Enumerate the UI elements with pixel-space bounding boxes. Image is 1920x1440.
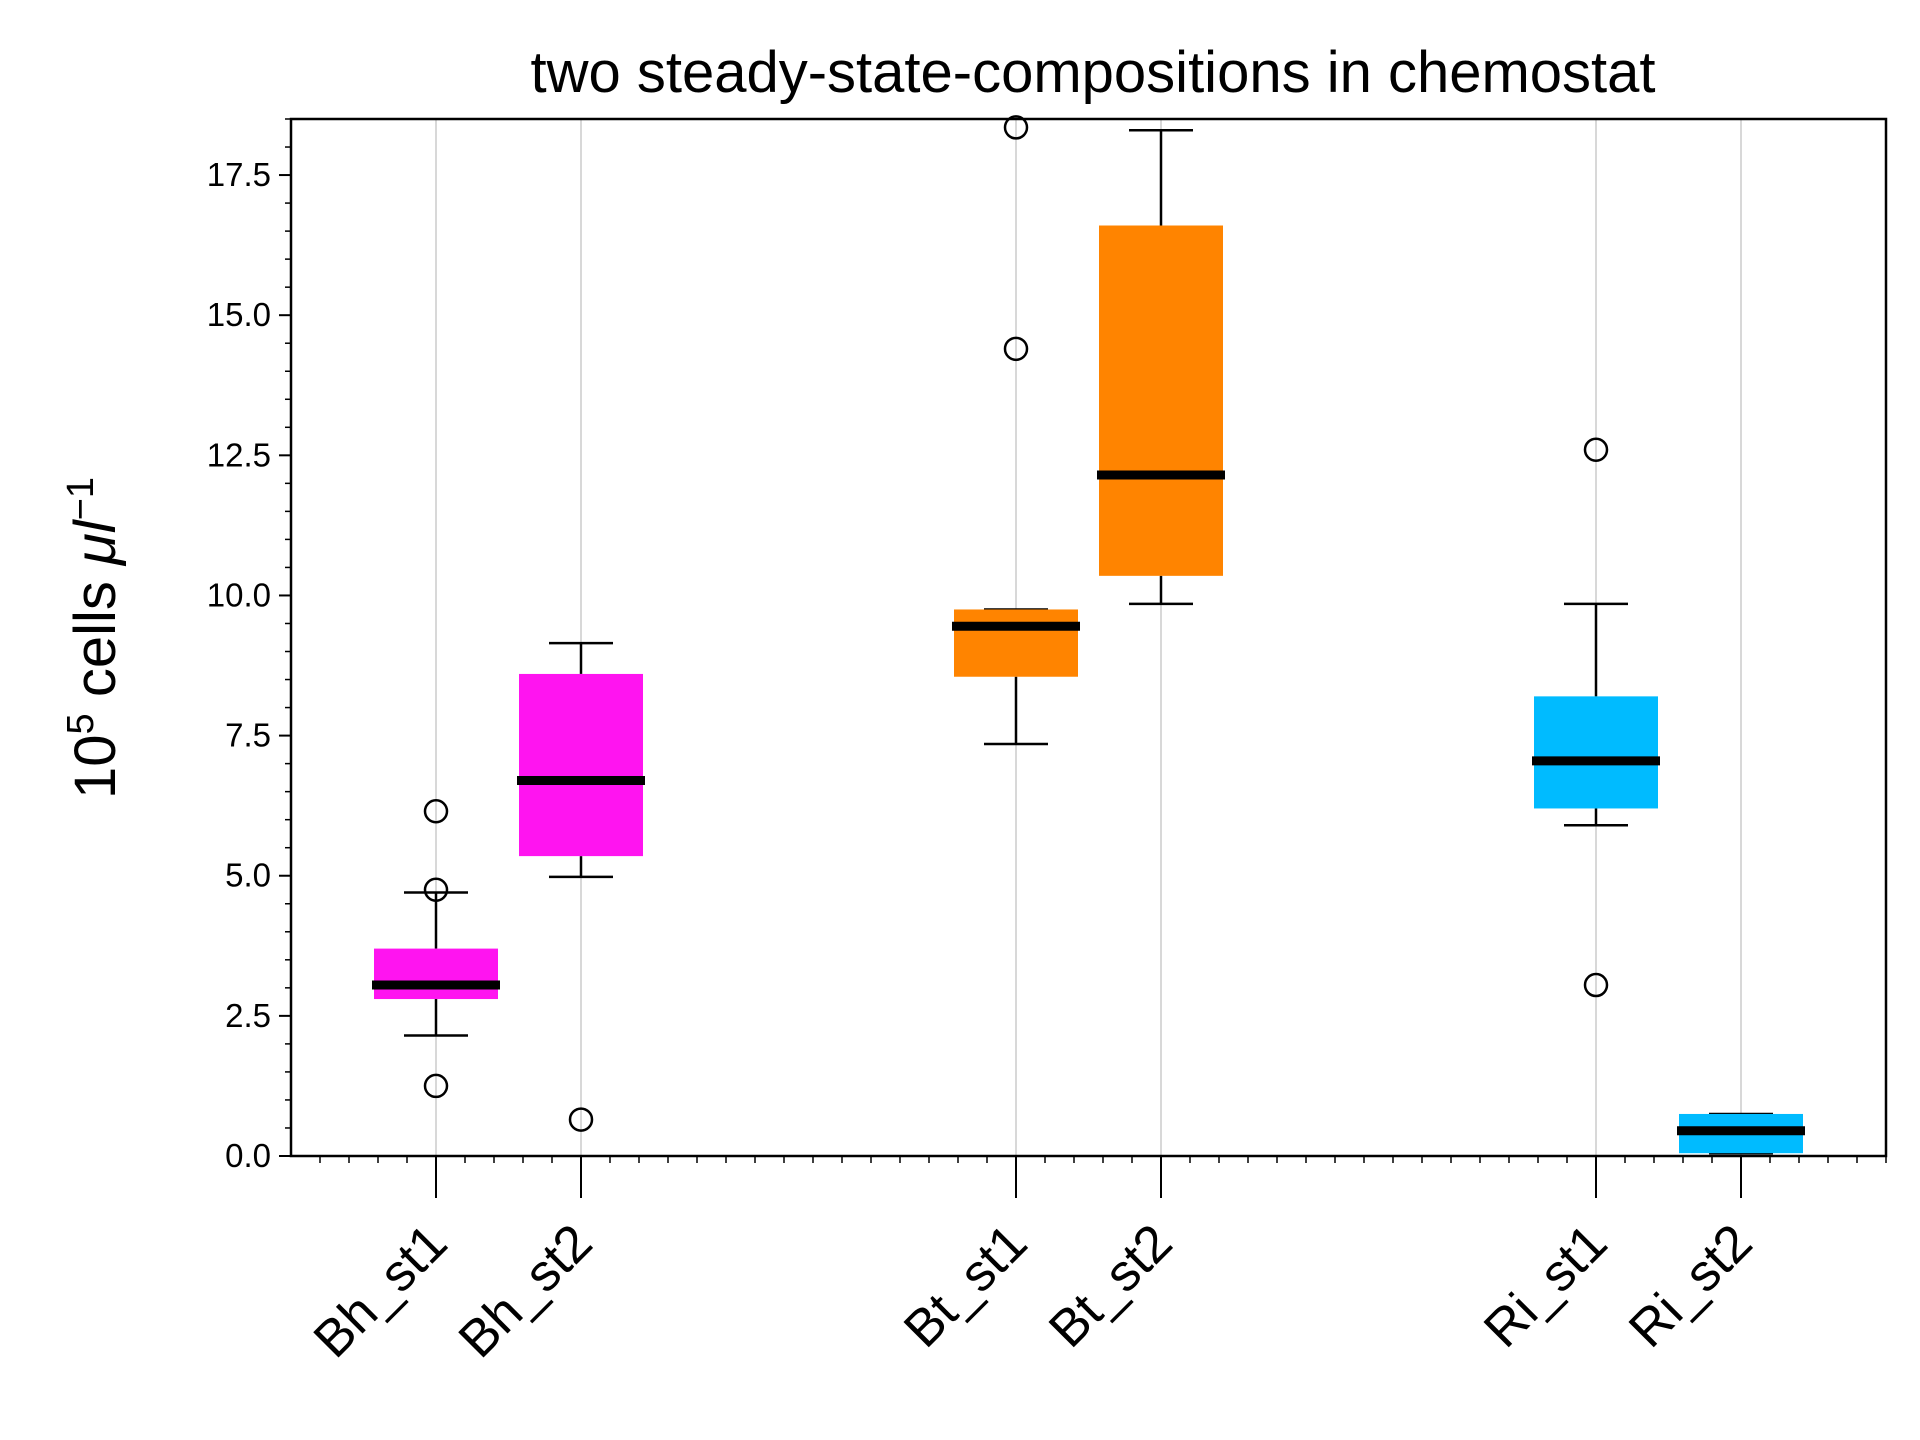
x-tick-label-Bt_st1: Bt_st1 (893, 1213, 1038, 1358)
outlier-point (568, 1107, 594, 1132)
y-tick-label: 17.5 (207, 156, 271, 193)
grid-layer (435, 119, 1742, 1156)
y-tick-label: 2.5 (225, 997, 271, 1034)
y-tick-label: 5.0 (225, 857, 271, 894)
x-tick-label-Ri_st2: Ri_st2 (1618, 1213, 1763, 1358)
box-body (519, 673, 643, 857)
box-Bh_st2 (517, 641, 645, 1132)
chart-title: two steady-state-compositions in chemost… (530, 40, 1655, 105)
box-Bh_st1 (372, 799, 500, 1099)
y-tick-label: 15.0 (207, 296, 271, 333)
x-tick-label-Bh_st1: Bh_st1 (303, 1213, 458, 1368)
box-body (1099, 225, 1223, 576)
y-tick-label: 10.0 (207, 576, 271, 613)
outlier-point (1003, 336, 1029, 362)
y-tick-label: 12.5 (207, 436, 271, 473)
outlier-point (1583, 972, 1609, 998)
y-tick-label: 0.0 (225, 1137, 271, 1174)
outlier-point (1583, 437, 1609, 462)
outlier-point (423, 799, 449, 824)
box-Bt_st1 (952, 115, 1080, 746)
box-body (954, 609, 1078, 677)
plot-frame (289, 117, 1888, 1158)
box-Ri_st2 (1677, 1112, 1805, 1155)
box-Bt_st2 (1097, 128, 1225, 606)
x-tick-label-Bh_st2: Bh_st2 (448, 1213, 603, 1368)
outlier-point (1003, 115, 1029, 140)
box-Ri_st1 (1532, 437, 1660, 998)
x-tick-label-Bt_st2: Bt_st2 (1038, 1213, 1183, 1358)
box-body (374, 948, 498, 1000)
box-layer (372, 115, 1805, 1155)
y-tick-label: 7.5 (225, 717, 271, 754)
outlier-point (423, 1073, 449, 1099)
box-body (1534, 696, 1658, 809)
x-tick-label-Ri_st1: Ri_st1 (1473, 1213, 1618, 1358)
outlier-point (423, 877, 449, 902)
y-axis-label: 105 cells μl−1 (60, 477, 128, 799)
